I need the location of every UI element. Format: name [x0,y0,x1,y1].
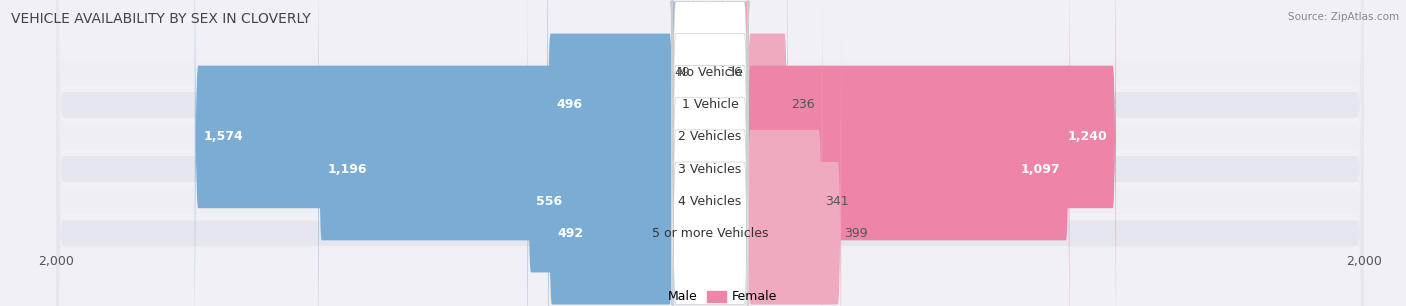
FancyBboxPatch shape [747,0,823,306]
Text: 49: 49 [675,66,690,79]
FancyBboxPatch shape [547,0,673,306]
FancyBboxPatch shape [56,0,1364,306]
FancyBboxPatch shape [56,0,1364,306]
Text: 492: 492 [557,227,583,240]
Text: 556: 556 [537,195,562,208]
FancyBboxPatch shape [195,0,673,306]
FancyBboxPatch shape [56,0,1364,306]
FancyBboxPatch shape [672,0,748,306]
FancyBboxPatch shape [672,0,748,306]
Text: 5 or more Vehicles: 5 or more Vehicles [652,227,768,240]
FancyBboxPatch shape [747,0,1116,306]
FancyBboxPatch shape [747,0,1070,306]
Text: 399: 399 [845,227,868,240]
FancyBboxPatch shape [747,0,787,306]
FancyBboxPatch shape [318,0,673,306]
Legend: Male, Female: Male, Female [643,290,778,304]
FancyBboxPatch shape [720,0,751,306]
Text: Source: ZipAtlas.com: Source: ZipAtlas.com [1288,12,1399,22]
Text: 1,240: 1,240 [1067,130,1107,144]
FancyBboxPatch shape [548,0,673,306]
FancyBboxPatch shape [669,0,696,306]
Text: 1,574: 1,574 [204,130,243,144]
FancyBboxPatch shape [56,0,1364,306]
Text: 341: 341 [825,195,849,208]
Text: 236: 236 [792,98,814,111]
FancyBboxPatch shape [672,0,748,306]
FancyBboxPatch shape [672,0,748,306]
Text: 2 Vehicles: 2 Vehicles [679,130,741,144]
Text: 1 Vehicle: 1 Vehicle [682,98,738,111]
FancyBboxPatch shape [56,0,1364,306]
Text: 1,196: 1,196 [328,162,367,176]
Text: 3 Vehicles: 3 Vehicles [679,162,741,176]
Text: 36: 36 [725,66,741,79]
FancyBboxPatch shape [527,0,673,306]
Text: 1,097: 1,097 [1021,162,1060,176]
FancyBboxPatch shape [672,0,748,306]
FancyBboxPatch shape [672,0,748,306]
Text: 496: 496 [555,98,582,111]
Text: VEHICLE AVAILABILITY BY SEX IN CLOVERLY: VEHICLE AVAILABILITY BY SEX IN CLOVERLY [11,12,311,26]
FancyBboxPatch shape [56,0,1364,306]
Text: 4 Vehicles: 4 Vehicles [679,195,741,208]
Text: No Vehicle: No Vehicle [678,66,742,79]
FancyBboxPatch shape [747,0,841,306]
